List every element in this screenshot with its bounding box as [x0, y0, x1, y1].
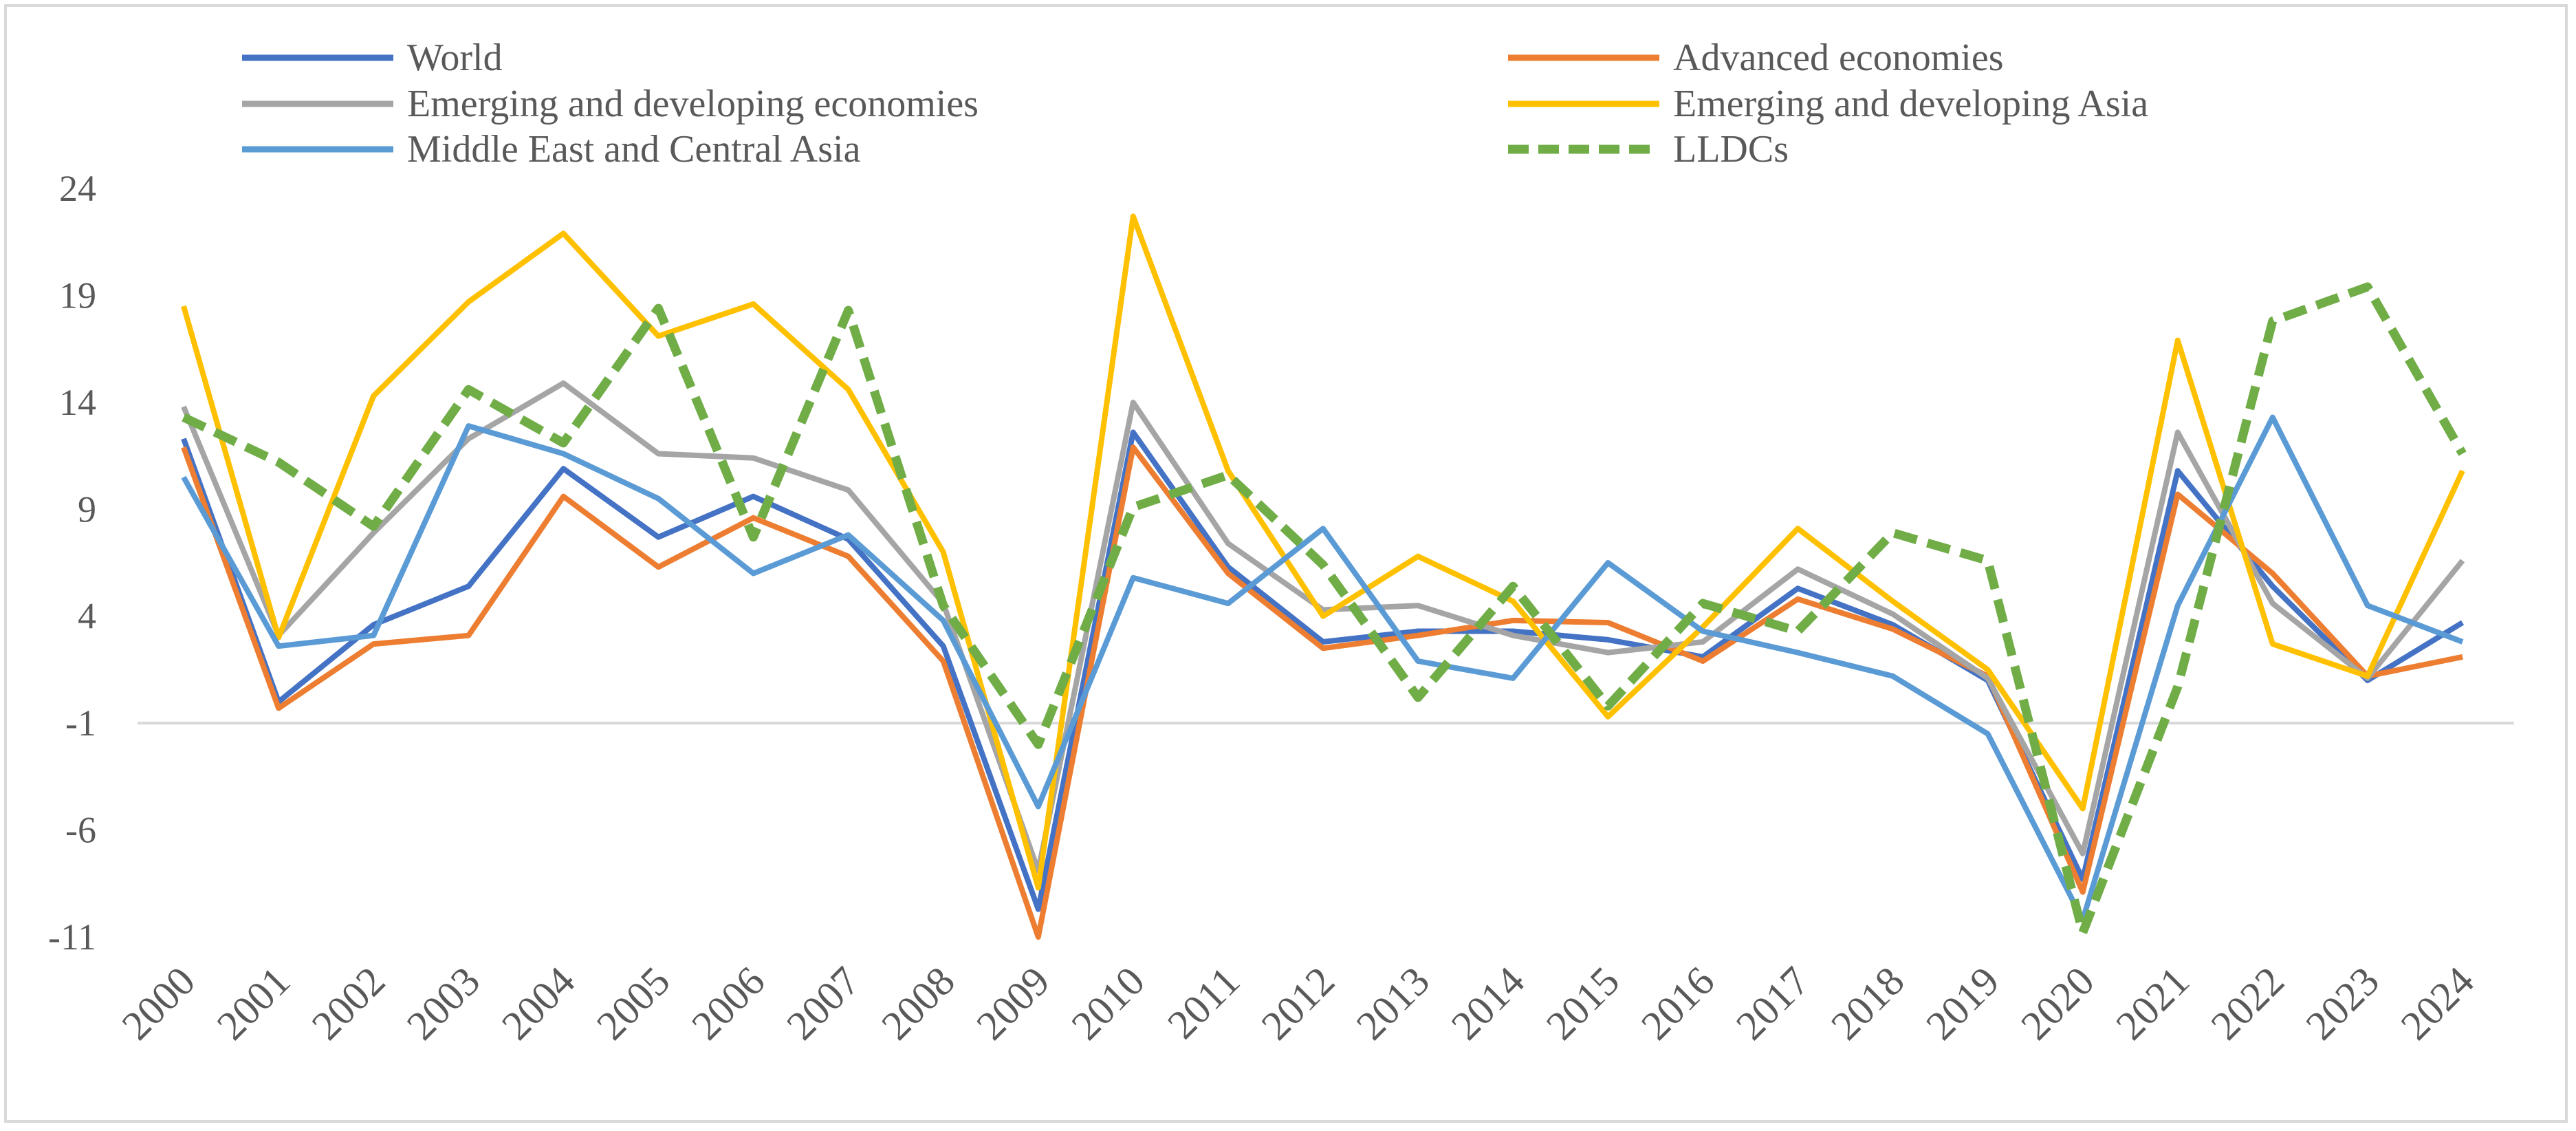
y-tick-label: 14 — [59, 382, 96, 423]
x-tick-label: 2008 — [873, 958, 963, 1049]
series-line-lldcs — [182, 282, 2467, 938]
x-tick-label: 2015 — [1538, 958, 1628, 1049]
legend-item-emerging-and-developing-economies: Emerging and developing economies — [242, 83, 979, 125]
x-tick-label: 2012 — [1253, 958, 1344, 1049]
legend-label: Emerging and developing economies — [407, 83, 979, 125]
chart-frame: World Advanced economies Emerging and deve… — [4, 4, 2568, 1123]
x-tick-label: 2009 — [968, 958, 1058, 1049]
x-tick-label: 2000 — [113, 958, 204, 1049]
x-tick-label: 2023 — [2297, 958, 2388, 1049]
x-tick-label: 2018 — [1822, 958, 1913, 1049]
y-tick-label: 4 — [78, 596, 96, 637]
x-tick-label: 2001 — [208, 958, 299, 1049]
legend-item-advanced-economies: Advanced economies — [1508, 36, 2003, 79]
series-line-middle-east-and-central-asia — [181, 414, 2464, 923]
series-line-emerging-and-developing-economies — [181, 380, 2465, 874]
legend-label: Middle East and Central Asia — [407, 128, 861, 171]
y-tick-label: 24 — [59, 168, 96, 209]
y-tick-label: 19 — [59, 274, 96, 316]
x-tick-label: 2011 — [1159, 958, 1248, 1048]
series-line-emerging-and-developing-asia — [181, 213, 2465, 891]
x-tick-label: 2022 — [2203, 958, 2293, 1049]
y-tick-label: 9 — [78, 488, 96, 530]
x-tick-label: 2014 — [1443, 958, 1533, 1049]
legend-label: Advanced economies — [1673, 36, 2003, 79]
legend-label: Emerging and developing Asia — [1673, 83, 2148, 125]
y-tick-label: -6 — [65, 810, 96, 851]
legend-item-lldcs: LLDCs — [1508, 128, 1789, 171]
x-tick-label: 2017 — [1727, 958, 1818, 1049]
x-tick-label: 2013 — [1348, 958, 1439, 1049]
x-tick-label: 2020 — [2012, 958, 2103, 1049]
x-tick-label: 2021 — [2107, 958, 2198, 1049]
series-layer — [181, 213, 2467, 940]
x-tick-label: 2002 — [303, 958, 394, 1049]
y-tick-label: -1 — [65, 702, 96, 744]
x-tick-label: 2005 — [588, 958, 679, 1049]
x-tick-label: 2007 — [778, 958, 869, 1049]
x-tick-label: 2003 — [398, 958, 489, 1049]
y-axis: 24 19 14 9 4 -1 -6 -11 — [48, 168, 2514, 958]
y-tick-label: -11 — [48, 916, 96, 958]
legend-item-emerging-and-developing-asia: Emerging and developing Asia — [1508, 83, 2148, 125]
legend-label: LLDCs — [1673, 128, 1789, 171]
x-axis: 2000 2001 2002 2003 2004 2005 2006 2007 2008 2009… — [113, 958, 2483, 1049]
series-line-world — [181, 429, 2465, 912]
legend-item-world: World — [242, 36, 503, 79]
x-tick-label: 2016 — [1633, 958, 1723, 1049]
x-tick-label: 2004 — [493, 958, 584, 1049]
legend-label: World — [407, 36, 503, 79]
x-tick-label: 2024 — [2392, 958, 2483, 1049]
x-tick-label: 2010 — [1063, 958, 1154, 1049]
x-tick-label: 2006 — [683, 958, 774, 1049]
legend-item-middle-east-and-central-asia: Middle East and Central Asia — [242, 128, 861, 171]
x-tick-label: 2019 — [1917, 958, 2008, 1049]
series-line-advanced-economies — [181, 444, 2463, 940]
